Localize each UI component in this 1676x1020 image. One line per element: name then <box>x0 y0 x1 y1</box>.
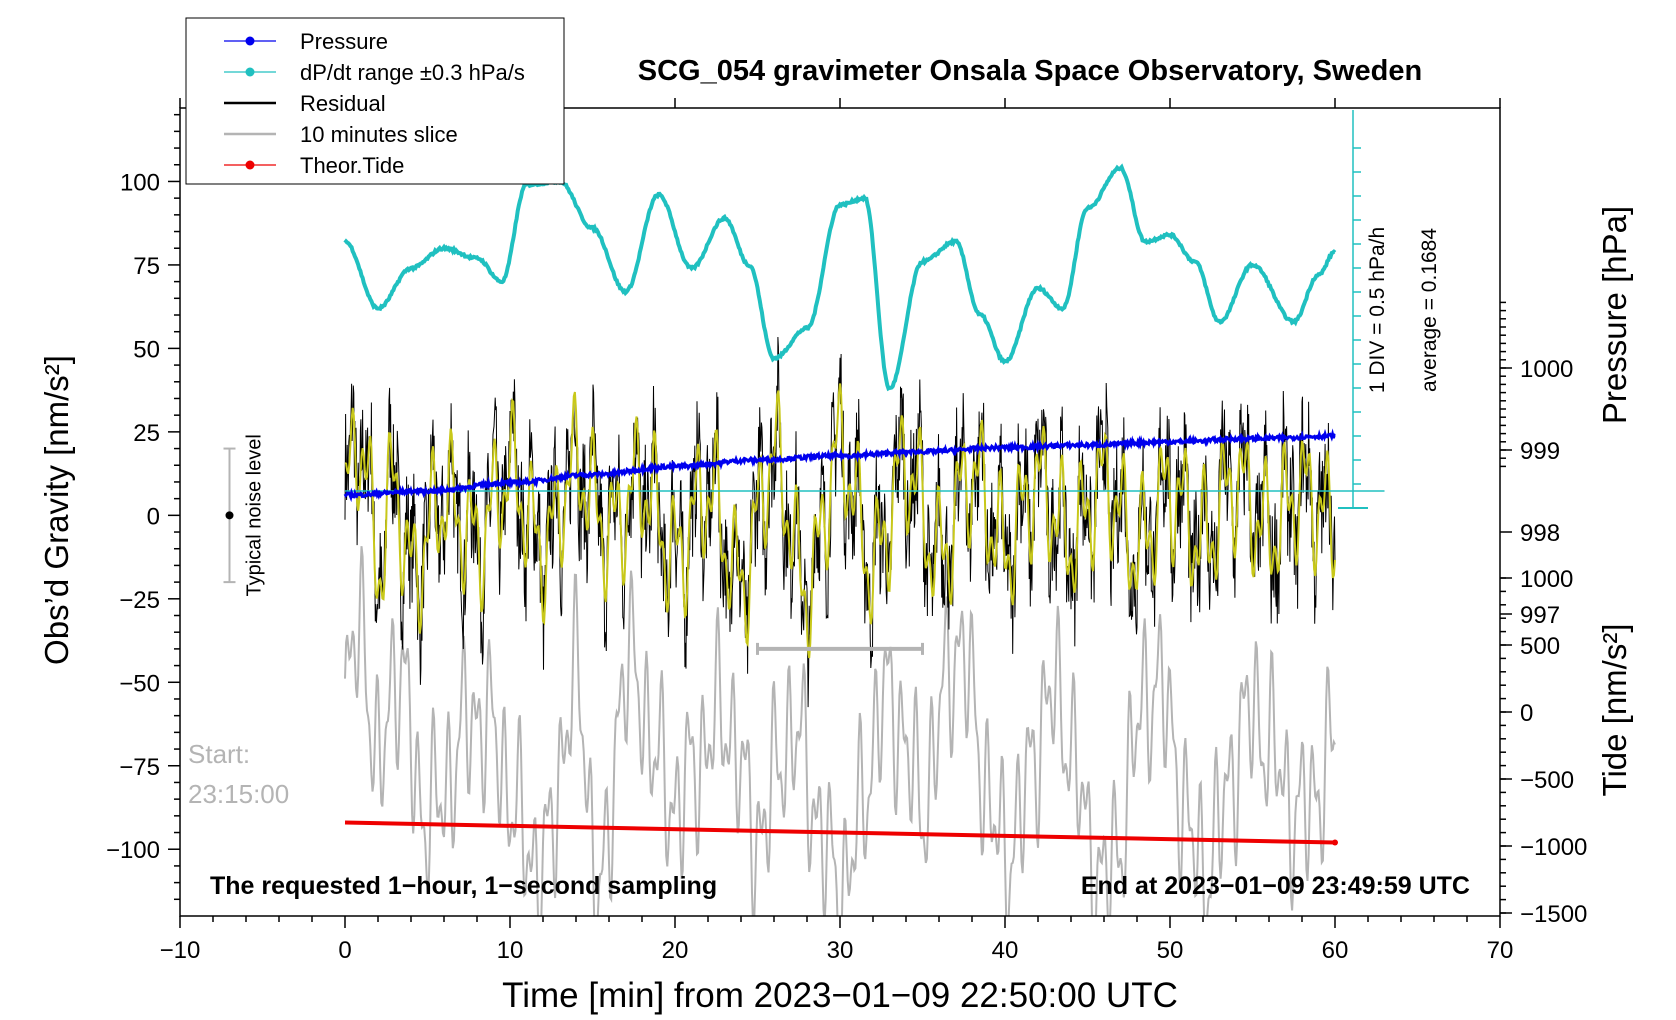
residual-smoothed-series <box>344 383 1336 659</box>
y-tick-label: −75 <box>119 754 160 781</box>
legend-label-4: Theor.Tide <box>300 153 404 178</box>
y-tick-label: −50 <box>119 670 160 697</box>
rate-scale-div-label: 1 DIV = 0.5 hPa/h <box>1366 227 1389 393</box>
pressure-tick-label: 1000 <box>1520 356 1573 383</box>
legend-label-0: Pressure <box>300 29 388 54</box>
x-tick-label: 60 <box>1322 937 1349 964</box>
x-tick-label: 0 <box>338 937 351 964</box>
tide-tick-label: 500 <box>1520 633 1560 660</box>
legend-label-1: dP/dt range ±0.3 hPa/s <box>300 60 525 85</box>
x-tick-label: 30 <box>827 937 854 964</box>
start-label: Start: <box>188 739 250 769</box>
tide-tick-label: −1500 <box>1520 901 1587 928</box>
x-tick-label: 10 <box>497 937 524 964</box>
residual-series <box>344 336 1336 708</box>
x-tick-label: 20 <box>662 937 689 964</box>
end-time-note: End at 2023−01−09 23:49:59 UTC <box>1081 872 1470 900</box>
x-tick-label: −10 <box>160 937 201 964</box>
pressure-tick-label: 997 <box>1520 602 1560 629</box>
y-tick-label: 50 <box>133 336 160 363</box>
sampling-note: The requested 1−hour, 1−second sampling <box>210 872 717 900</box>
y-tick-label: 0 <box>147 503 160 530</box>
y-tick-label: −25 <box>119 587 160 614</box>
start-time-label: 23:15:00 <box>188 779 289 809</box>
legend-dot-0 <box>245 36 255 46</box>
legend-label-2: Residual <box>300 91 386 116</box>
chart-title: SCG_054 gravimeter Onsala Space Observat… <box>638 55 1422 87</box>
legend: Pressure dP/dt range ±0.3 hPa/s Residual 10… <box>185 17 565 185</box>
y-axis-tide-label: Tide [nm/s²] <box>1596 624 1633 797</box>
legend-dot-1 <box>245 67 255 77</box>
plot-area <box>343 163 1385 916</box>
y-tick-label: −100 <box>106 837 160 864</box>
noise-center-dot <box>225 511 234 520</box>
pressure-tick-label: 998 <box>1520 520 1560 547</box>
x-axis-label: Time [min] from 2023−01−09 22:50:00 UTC <box>502 976 1178 1015</box>
y-axis-left-label: Obs’d Gravity [nm/s²] <box>38 355 75 665</box>
legend-label-3: 10 minutes slice <box>300 122 458 147</box>
pressure-tick-label: 999 <box>1520 438 1560 465</box>
tide-tick-label: −500 <box>1520 767 1574 794</box>
noise-label: Typical noise level <box>244 434 266 596</box>
rate-scale-average-label: average = 0.1684 <box>1418 228 1441 392</box>
y-tick-label: 75 <box>133 253 160 280</box>
y-tick-label: 100 <box>120 169 160 196</box>
dpdt-series <box>343 163 1337 392</box>
legend-dot-4 <box>245 160 255 170</box>
x-tick-label: 40 <box>992 937 1019 964</box>
x-tick-label: 70 <box>1487 937 1514 964</box>
tide-series-end-dot <box>1332 839 1338 846</box>
y-tick-label: 25 <box>133 420 160 447</box>
tide-tick-label: −1000 <box>1520 834 1587 861</box>
tide-tick-label: 1000 <box>1520 566 1573 593</box>
x-tick-label: 50 <box>1157 937 1184 964</box>
tide-tick-label: 0 <box>1520 700 1533 727</box>
y-axis-pressure-label: Pressure [hPa] <box>1596 206 1633 424</box>
slice-series <box>344 546 1336 916</box>
tide-series <box>344 820 1336 845</box>
plot-frame <box>179 107 1501 917</box>
pressure-series <box>343 428 1336 503</box>
